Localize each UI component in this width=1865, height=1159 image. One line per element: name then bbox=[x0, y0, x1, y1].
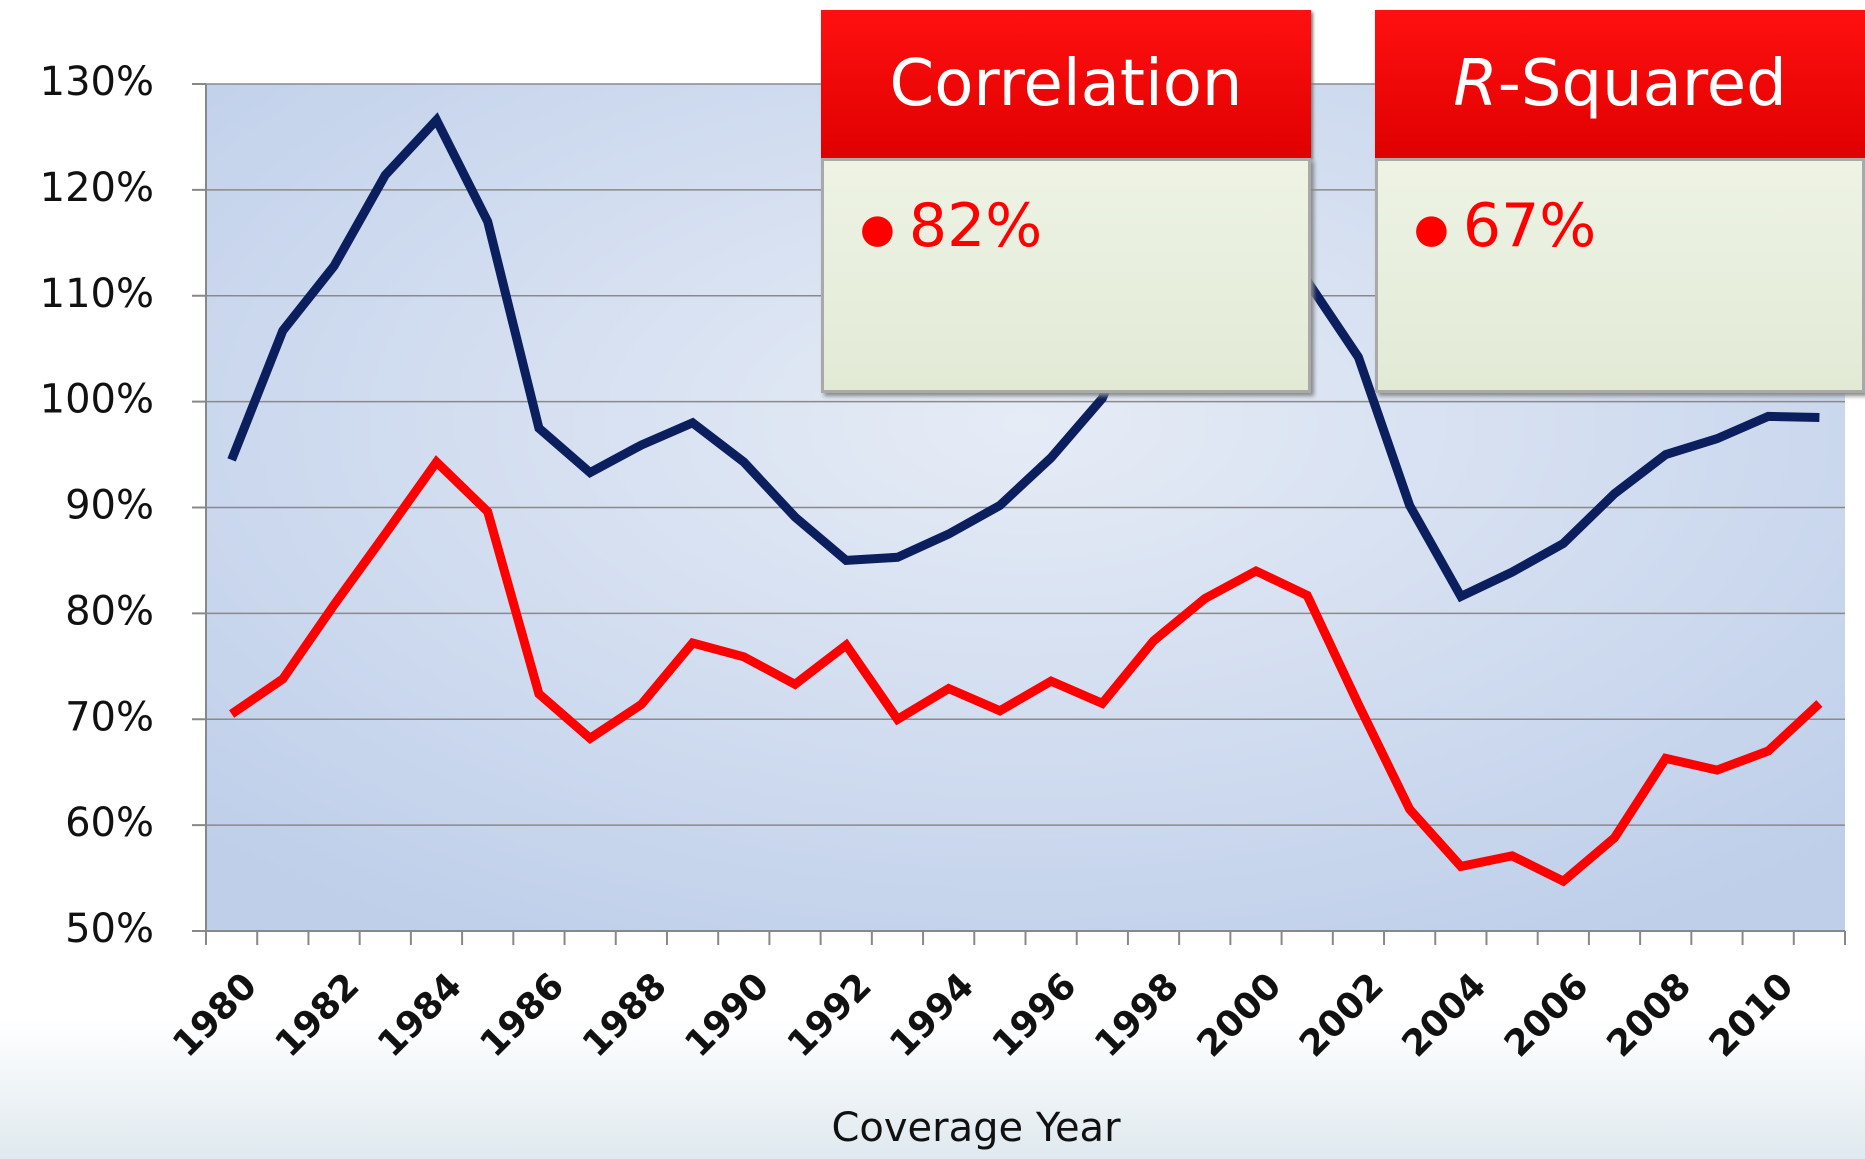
y-tick-label: 80% bbox=[65, 588, 154, 634]
x-tick-label: 1990 bbox=[677, 965, 777, 1065]
x-tick-label: 1982 bbox=[268, 965, 368, 1065]
x-tick-label: 2010 bbox=[1702, 965, 1802, 1065]
x-tick-label: 1988 bbox=[575, 965, 675, 1065]
x-tick-label: 2008 bbox=[1599, 965, 1699, 1065]
x-axis-title: Coverage Year bbox=[831, 1105, 1121, 1151]
annotation-body: ● 82% bbox=[821, 158, 1311, 393]
annotation-value: 82% bbox=[908, 191, 1043, 261]
y-tick-label: 60% bbox=[65, 800, 154, 846]
annotation-title: Correlation bbox=[889, 47, 1243, 121]
y-tick-label: 90% bbox=[65, 483, 154, 529]
y-tick-label: 130% bbox=[40, 59, 154, 105]
x-tick-label: 1998 bbox=[1087, 965, 1187, 1065]
x-tick-label: 1994 bbox=[882, 965, 982, 1065]
bullet: ● bbox=[860, 206, 895, 253]
bullet: ● bbox=[1414, 206, 1449, 253]
annotation-header: R-Squared bbox=[1375, 10, 1865, 158]
y-tick-label: 70% bbox=[65, 694, 154, 740]
annotation-value: 67% bbox=[1462, 191, 1597, 261]
x-tick-label: 1986 bbox=[473, 965, 573, 1065]
annotation-box: Correlation ● 82% bbox=[821, 10, 1311, 393]
y-tick-label: 120% bbox=[40, 165, 154, 211]
y-tick-label: 110% bbox=[40, 271, 154, 317]
y-tick-label: 100% bbox=[40, 377, 154, 423]
x-tick-label: 2006 bbox=[1497, 965, 1597, 1065]
x-tick-label: 2000 bbox=[1190, 965, 1290, 1065]
x-tick-label: 1996 bbox=[985, 965, 1085, 1065]
y-tick-label: 50% bbox=[65, 906, 154, 952]
x-tick-label: 1980 bbox=[165, 965, 265, 1065]
x-tick-label: 2002 bbox=[1292, 965, 1392, 1065]
x-tick-label: 1992 bbox=[780, 965, 880, 1065]
annotation-header: Correlation bbox=[821, 10, 1311, 158]
series-line bbox=[229, 455, 1823, 887]
x-tick-label: 2004 bbox=[1394, 965, 1494, 1065]
x-tick-label: 1984 bbox=[370, 965, 470, 1065]
annotation-title: R-Squared bbox=[1453, 47, 1787, 121]
series-line bbox=[227, 112, 1820, 603]
annotation-box: R-Squared ● 67% bbox=[1375, 10, 1865, 393]
annotation-body: ● 67% bbox=[1375, 158, 1865, 393]
